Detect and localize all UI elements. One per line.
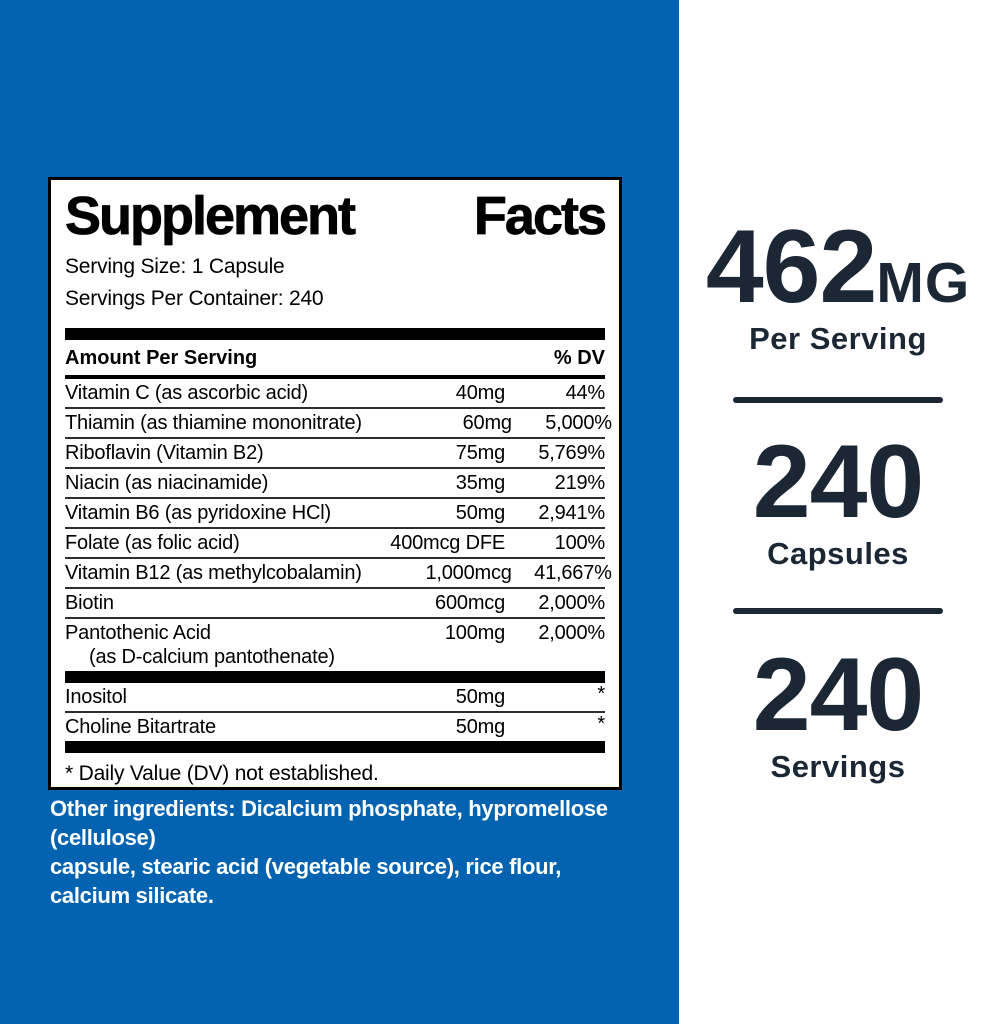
nutrient-dv: 5,769% [538, 442, 605, 464]
table-header-row: Amount Per Serving % DV [65, 340, 605, 375]
nutrient-name: Folate (as folic acid) [65, 532, 240, 554]
nutrient-amount: 100mg [444, 622, 505, 644]
table-row: Niacin (as niacinamide) 35mg 219% [65, 467, 605, 497]
percent-dv-header: % DV [553, 347, 605, 369]
daily-value-footnote: * Daily Value (DV) not established. [65, 762, 379, 785]
nutrient-name: Choline Bitartrate [65, 716, 216, 738]
nutrient-amount: 35mg [455, 472, 505, 494]
table-row: Thiamin (as thiamine mononitrate) 60mg 5… [65, 407, 612, 437]
stat-divider [733, 608, 943, 614]
no-dv-nutrient-table: Inositol 50mg * Choline Bitartrate 50mg … [65, 683, 605, 741]
per-serving-amount-unit: MG [876, 251, 971, 315]
thick-divider-bar [65, 328, 605, 340]
nutrient-amount: 60mg [462, 412, 512, 434]
capsule-count: 240 [752, 424, 925, 540]
servings-label: Servings [770, 749, 906, 784]
table-row: Choline Bitartrate 50mg * [65, 711, 605, 741]
serving-count: 240 [752, 637, 925, 753]
nutrient-dv: 44% [565, 382, 606, 404]
nutrient-dv-asterisk: * [597, 713, 605, 735]
nutrient-dv: 100% [554, 532, 606, 554]
nutrient-name: Niacin (as niacinamide) [65, 472, 269, 494]
table-row: Vitamin B12 (as methylcobalamin) 1,000mc… [65, 557, 612, 587]
nutrient-amount: 75mg [455, 442, 505, 464]
title-word-supplement: Supplement [65, 186, 357, 246]
table-row: Inositol 50mg * [65, 683, 605, 711]
nutrient-dv: 2,000% [538, 622, 605, 644]
nutrient-amount: 1,000mcg [425, 562, 512, 584]
table-row: Pantothenic Acid (as D-calcium pantothen… [65, 617, 605, 671]
nutrient-dv: 41,667% [534, 562, 612, 584]
nutrient-name: Thiamin (as thiamine mononitrate) [65, 412, 362, 434]
nutrient-amount: 400mcg DFE [390, 532, 505, 554]
nutrient-dv: 2,000% [538, 592, 605, 614]
table-row: Riboflavin (Vitamin B2) 75mg 5,769% [65, 437, 605, 467]
table-row: Biotin 600mcg 2,000% [65, 587, 605, 617]
per-serving-amount: 462 MG [706, 215, 970, 319]
table-row: Vitamin C (as ascorbic acid) 40mg 44% [65, 379, 605, 407]
nutrient-name: Biotin [65, 592, 114, 614]
nutrient-name: Vitamin B6 (as pyridoxine HCl) [65, 502, 331, 524]
nutrient-amount: 50mg [455, 716, 505, 738]
nutrient-table: Vitamin C (as ascorbic acid) 40mg 44% Th… [65, 379, 612, 671]
nutrient-amount: 600mcg [435, 592, 505, 614]
nutrient-name-main: Pantothenic Acid [65, 622, 211, 644]
per-serving-label: Per Serving [749, 321, 927, 356]
nutrient-amount: 50mg [455, 686, 505, 708]
nutrient-name: Pantothenic Acid (as D-calcium pantothen… [65, 621, 355, 669]
servings-per-container-text: Servings Per Container: 240 [65, 287, 324, 310]
nutrient-amount: 40mg [455, 382, 505, 404]
table-row: Folate (as folic acid) 400mcg DFE 100% [65, 527, 605, 557]
supplement-facts-title: Supplement Facts [65, 186, 608, 248]
stats-panel: 462 MG Per Serving 240 Capsules 240 Servi… [679, 0, 997, 1024]
nutrient-dv: 2,941% [538, 502, 605, 524]
title-word-facts: Facts [473, 186, 608, 246]
other-ingredients-line2: capsule, stearic acid (vegetable source)… [50, 854, 562, 908]
medium-divider-rule [65, 375, 605, 379]
nutrient-name: Riboflavin (Vitamin B2) [65, 442, 264, 464]
amount-per-serving-header: Amount Per Serving [65, 347, 258, 369]
thick-divider-bar [65, 671, 605, 683]
serving-size-text: Serving Size: 1 Capsule [65, 255, 285, 278]
thick-divider-bar [65, 741, 605, 753]
stat-divider [733, 397, 943, 403]
supplement-facts-label: Supplement Facts Serving Size: 1 Capsule… [48, 177, 622, 790]
nutrient-name: Vitamin B12 (as methylcobalamin) [65, 562, 362, 584]
other-ingredients-text: Other ingredients: Dicalcium phosphate, … [50, 794, 636, 910]
other-ingredients-line1: Other ingredients: Dicalcium phosphate, … [50, 796, 608, 850]
nutrient-name: Vitamin C (as ascorbic acid) [65, 382, 309, 404]
nutrient-amount: 50mg [455, 502, 505, 524]
nutrient-dv-asterisk: * [597, 683, 605, 705]
nutrient-name-sub: (as D-calcium pantothenate) [89, 646, 335, 668]
table-row: Vitamin B6 (as pyridoxine HCl) 50mg 2,94… [65, 497, 605, 527]
capsules-label: Capsules [767, 536, 909, 571]
nutrient-dv: 219% [554, 472, 606, 494]
nutrient-dv: 5,000% [545, 412, 612, 434]
nutrient-name: Inositol [65, 686, 127, 708]
per-serving-amount-number: 462 [705, 209, 878, 325]
